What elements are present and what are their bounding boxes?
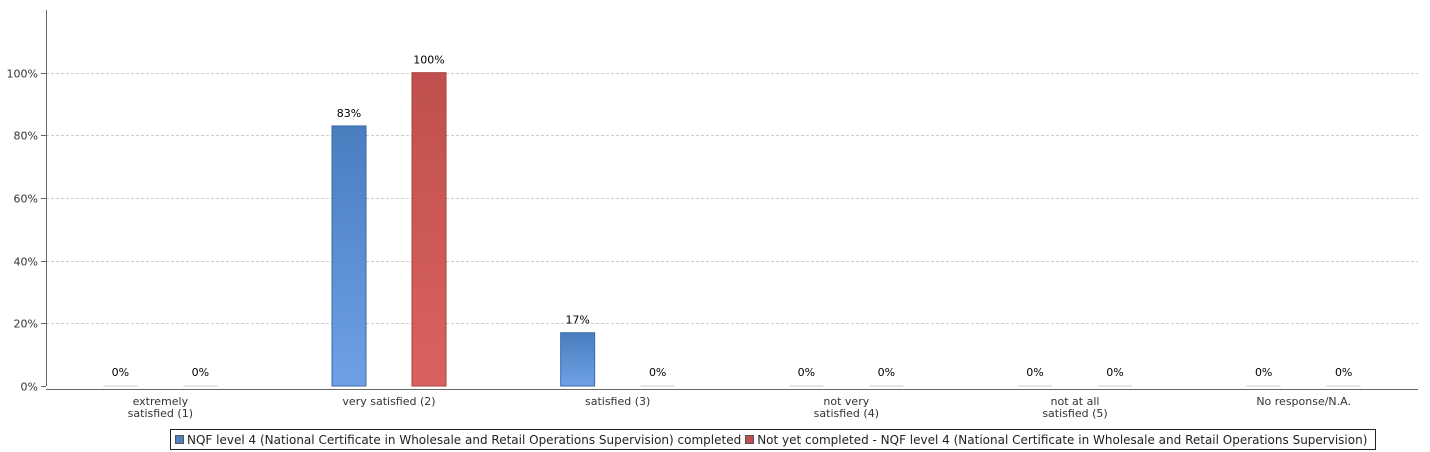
x-tick-label: No response/N.A. <box>1256 395 1351 408</box>
gridlines <box>46 73 1418 324</box>
x-tick-label: very satisfied (2) <box>342 395 435 408</box>
data-label: 0% <box>798 366 815 379</box>
y-tick-label: 80% <box>14 130 38 143</box>
data-label: 100% <box>413 54 444 67</box>
data-label: 0% <box>878 366 895 379</box>
y-tick-label: 60% <box>14 193 38 206</box>
y-tick-label: 100% <box>7 68 38 81</box>
x-tick-label: satisfied (5) <box>1042 407 1107 420</box>
y-tick-label: 20% <box>14 318 38 331</box>
x-tick-label: satisfied (3) <box>585 395 650 408</box>
x-tick-label: extremely <box>133 395 189 408</box>
bar-completed <box>103 385 138 387</box>
legend: NQF level 4 (National Certificate in Who… <box>170 429 1377 450</box>
data-label: 0% <box>649 366 666 379</box>
bar-completed <box>331 125 367 387</box>
bar-not-yet-completed <box>183 385 218 387</box>
bar-completed <box>1018 385 1052 387</box>
bars <box>103 72 1361 387</box>
x-tick-label: not at all <box>1051 395 1100 408</box>
data-label: 0% <box>112 366 129 379</box>
data-labels: 0% 0% 83% 100% 17% 0% 0% 0% 0% 0% 0% 0% <box>112 54 1353 379</box>
legend-item-not-yet-completed: Not yet completed - NQF level 4 (Nationa… <box>745 433 1367 447</box>
bar-not-yet-completed <box>1098 385 1132 387</box>
data-label: 0% <box>1106 366 1123 379</box>
data-label: 17% <box>565 314 589 327</box>
bar-not-yet-completed <box>1326 385 1361 387</box>
data-label: 0% <box>1026 366 1043 379</box>
x-tick-label: satisfied (4) <box>814 407 879 420</box>
data-label: 83% <box>337 107 361 120</box>
data-label: 0% <box>1335 366 1352 379</box>
bar-completed <box>1246 385 1281 387</box>
data-label: 0% <box>1255 366 1272 379</box>
legend-swatch-completed <box>175 435 184 444</box>
bar-not-yet-completed <box>411 72 447 387</box>
legend-item-completed: NQF level 4 (National Certificate in Who… <box>175 433 741 447</box>
x-tick-label: not very <box>823 395 869 408</box>
bar-not-yet-completed <box>640 385 675 387</box>
legend-swatch-not-yet-completed <box>745 435 755 444</box>
bar-completed <box>789 385 824 387</box>
legend-label-not-yet-completed: Not yet completed - NQF level 4 (Nationa… <box>757 432 1368 447</box>
y-tick-label: 0% <box>21 381 38 394</box>
data-label: 0% <box>192 366 209 379</box>
y-tick-label: 40% <box>14 256 38 269</box>
bar-completed <box>560 332 596 387</box>
legend-label-completed: NQF level 4 (National Certificate in Who… <box>187 432 742 447</box>
bar-not-yet-completed <box>869 385 904 387</box>
x-tick-label: satisfied (1) <box>128 407 193 420</box>
